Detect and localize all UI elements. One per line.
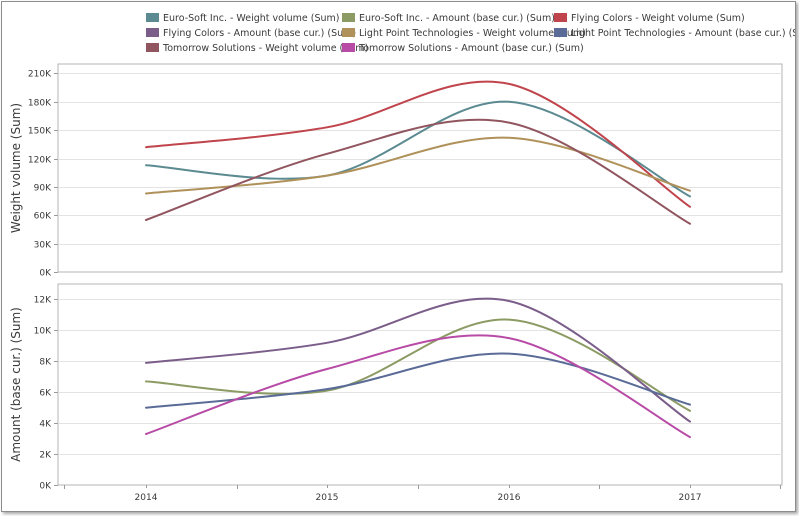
legend-swatch bbox=[342, 13, 355, 22]
x-tick-label: 2017 bbox=[679, 493, 702, 503]
series-line-light-point-technologies-amount-base-cur-sum[interactable] bbox=[145, 352, 691, 409]
legend-label: Euro-Soft Inc. - Weight volume (Sum) bbox=[163, 13, 339, 24]
legend-swatch bbox=[554, 13, 567, 22]
y-tick-label: 90K bbox=[34, 184, 52, 194]
y-tick-label: 8K bbox=[39, 358, 52, 368]
legend-item-euro-soft-inc-weight-volume-sum[interactable]: Euro-Soft Inc. - Weight volume (Sum) bbox=[146, 13, 339, 24]
y-tick-label: 60K bbox=[34, 212, 52, 222]
series-line-euro-soft-inc-weight-volume-sum[interactable] bbox=[145, 100, 691, 198]
legend-label: Tomorrow Solutions - Amount (base cur.) … bbox=[358, 43, 584, 54]
x-tick-label: 2016 bbox=[498, 493, 521, 503]
weight-volume-pane: 0K 30K 60K 90K 120K 150K 180K 210K Weight volume… bbox=[9, 63, 783, 279]
legend-item-light-point-technologies-weight-volume-sum[interactable]: Light Point Technologies - Weight volume… bbox=[342, 28, 586, 39]
legend-swatch bbox=[146, 13, 159, 22]
legend-swatch bbox=[342, 43, 355, 52]
legend-item-flying-colors-amount-base-cur-sum[interactable]: Flying Colors - Amount (base cur.) (Sum) bbox=[146, 28, 356, 39]
y-axis-title: Weight volume (Sum) bbox=[9, 103, 23, 233]
y-tick-label: 2K bbox=[39, 451, 52, 461]
legend-label: Flying Colors - Weight volume (Sum) bbox=[571, 13, 745, 24]
y-tick-label: 4K bbox=[39, 420, 52, 430]
legend-swatch bbox=[554, 28, 567, 37]
series-line-tomorrow-solutions-weight-volume-sum[interactable] bbox=[145, 118, 691, 225]
legend-item-tomorrow-solutions-weight-volume-sum[interactable]: Tomorrow Solutions - Weight volume (Sum) bbox=[146, 43, 368, 54]
legend: Euro-Soft Inc. - Weight volume (Sum) Euro… bbox=[146, 13, 795, 54]
legend-item-flying-colors-weight-volume-sum[interactable]: Flying Colors - Weight volume (Sum) bbox=[554, 13, 745, 24]
legend-swatch bbox=[342, 28, 355, 37]
y-tick-label: 0K bbox=[39, 269, 52, 279]
legend-item-light-point-technologies-amount-base-cur-sum[interactable]: Light Point Technologies - Amount (base … bbox=[554, 28, 795, 39]
series-line-flying-colors-weight-volume-sum[interactable] bbox=[145, 80, 691, 208]
legend-label: Flying Colors - Amount (base cur.) (Sum) bbox=[163, 28, 356, 39]
amount-pane: 0K 2K 4K 6K 8K 10K 12K Amount (base cur.) (Sum) bbox=[9, 283, 783, 492]
y-tick-label: 30K bbox=[34, 241, 52, 251]
series-line-flying-colors-amount-base-cur-sum[interactable] bbox=[145, 297, 691, 423]
series-line-euro-soft-inc-amount-base-cur-sum[interactable] bbox=[145, 318, 691, 412]
y-tick-label: 10K bbox=[34, 327, 52, 337]
y-tick-label: 0K bbox=[39, 482, 52, 492]
legend-swatch bbox=[146, 28, 159, 37]
y-tick-label: 120K bbox=[28, 156, 52, 166]
y-axis-title: Amount (base cur.) (Sum) bbox=[9, 307, 23, 462]
x-tick-label: 2015 bbox=[316, 493, 339, 503]
y-tick-label: 150K bbox=[28, 127, 52, 137]
y-tick-label: 210K bbox=[28, 70, 52, 80]
x-tick-label: 2014 bbox=[135, 493, 158, 503]
chart: Euro-Soft Inc. - Weight volume (Sum) Euro… bbox=[9, 13, 795, 503]
legend-label: Light Point Technologies - Weight volume… bbox=[359, 28, 586, 39]
series-line-tomorrow-solutions-amount-base-cur-sum[interactable] bbox=[145, 334, 691, 439]
legend-label: Euro-Soft Inc. - Amount (base cur.) (Sum… bbox=[359, 13, 555, 24]
legend-item-euro-soft-inc-amount-base-cur-sum[interactable]: Euro-Soft Inc. - Amount (base cur.) (Sum… bbox=[342, 13, 555, 24]
y-tick-label: 6K bbox=[39, 389, 52, 399]
y-tick-label: 12K bbox=[34, 296, 52, 306]
series-line-light-point-technologies-weight-volume-sum[interactable] bbox=[145, 136, 691, 195]
plot-area bbox=[57, 63, 783, 273]
legend-label: Light Point Technologies - Amount (base … bbox=[571, 28, 795, 39]
legend-swatch bbox=[146, 43, 159, 52]
legend-item-tomorrow-solutions-amount-base-cur-sum[interactable]: Tomorrow Solutions - Amount (base cur.) … bbox=[342, 43, 584, 54]
y-tick-label: 180K bbox=[28, 99, 52, 109]
legend-label: Tomorrow Solutions - Weight volume (Sum) bbox=[162, 43, 368, 54]
x-axis: 2014 2015 2016 2017 bbox=[64, 485, 781, 503]
